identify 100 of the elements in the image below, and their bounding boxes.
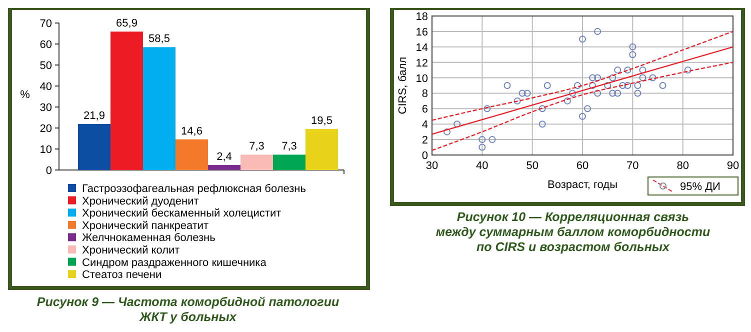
bar — [240, 154, 273, 170]
y-tick-label: 40 — [40, 81, 52, 93]
text: между суммарным баллом коморбидности — [436, 225, 710, 239]
bar — [273, 154, 306, 170]
y-tick-label: 0 — [46, 165, 52, 177]
text: ЖКТ у больных — [138, 310, 238, 324]
point — [594, 90, 602, 97]
legend-label: Гастроэзофагеальная рефлюксная болезнь — [82, 183, 306, 195]
data-label: 7,3 — [249, 140, 264, 153]
y-tick-label: 18 — [416, 11, 428, 23]
point — [634, 90, 642, 97]
y-tick-label: 12 — [416, 57, 428, 70]
bar — [208, 164, 240, 170]
y-tick-label: 10 — [416, 72, 428, 85]
point — [444, 128, 451, 136]
point — [589, 74, 596, 82]
x-tick-label: 40 — [476, 160, 488, 172]
data-label: 65,9 — [116, 18, 138, 30]
point — [524, 90, 531, 97]
x-tick-label: 70 — [626, 160, 639, 172]
point — [639, 74, 646, 82]
data-label: 14,6 — [181, 125, 202, 138]
bar — [176, 139, 208, 170]
data-label: 19,5 — [311, 115, 332, 128]
point — [609, 74, 616, 82]
point — [478, 144, 486, 151]
point — [614, 90, 622, 97]
point — [594, 28, 602, 35]
point — [564, 97, 571, 104]
point — [604, 82, 612, 89]
y-tick-label: 20 — [40, 123, 52, 135]
legend-label: Желчнокаменная болезнь — [82, 232, 216, 244]
x-tick-label: 80 — [676, 160, 689, 172]
point — [514, 97, 521, 104]
data-label: 58,5 — [148, 33, 170, 46]
line-series — [431, 62, 734, 151]
point — [484, 105, 491, 112]
point — [624, 82, 632, 89]
bar — [306, 129, 338, 170]
point — [684, 66, 692, 74]
point — [574, 82, 581, 89]
point — [478, 136, 486, 144]
point — [609, 90, 616, 97]
x-tick-label: 60 — [576, 160, 589, 172]
point — [584, 105, 592, 112]
legend-label: Хронический дуоденит — [82, 195, 199, 208]
y-axis-title: % — [20, 89, 30, 101]
x-tick-label: 90 — [726, 160, 740, 172]
point — [589, 82, 596, 89]
bar — [143, 47, 176, 170]
data-label: 21,9 — [84, 110, 105, 122]
bar — [110, 32, 143, 170]
point — [504, 82, 511, 89]
y-tick-label: 6 — [422, 104, 428, 116]
point — [639, 66, 646, 74]
y-tick-label: 50 — [40, 60, 52, 72]
point — [538, 120, 546, 128]
point — [629, 51, 636, 58]
point — [454, 120, 461, 128]
y-axis-title: CIRS, балл — [397, 56, 409, 114]
y-tick-label: 4 — [422, 119, 428, 132]
text: Рисунок 9 — Частота коморбидной патологии — [36, 295, 340, 309]
point — [594, 74, 602, 82]
y-tick-label: 30 — [40, 102, 52, 114]
legend-label: Хронический колит — [82, 244, 180, 256]
y-tick-label: 14 — [416, 42, 428, 54]
line-series — [431, 30, 734, 121]
text: по CIRS и возрастом больных — [476, 240, 671, 254]
data-label: 2,4 — [216, 150, 232, 163]
point — [619, 82, 626, 89]
legend-label: 95% ДИ — [680, 181, 720, 193]
y-tick-label: 0 — [422, 150, 428, 162]
legend-label: Синдром раздраженного кишечника — [82, 256, 268, 269]
x-axis-title: Возраст, годы — [547, 179, 618, 191]
point — [634, 82, 642, 89]
legend-label: Стеатоз печени — [82, 269, 162, 282]
point — [579, 112, 586, 120]
y-tick-label: 2 — [422, 134, 428, 147]
point — [488, 136, 496, 144]
y-tick-label: 16 — [416, 26, 428, 38]
point — [659, 82, 666, 89]
point — [579, 36, 586, 43]
point — [568, 90, 576, 97]
data-label: 7,3 — [282, 140, 297, 153]
y-tick-label: 70 — [40, 18, 52, 30]
point — [649, 74, 656, 82]
text: Рисунок 10 — Корреляционная связь — [456, 210, 690, 224]
point — [538, 105, 546, 112]
point — [624, 66, 632, 74]
x-tick-label: 50 — [526, 160, 538, 172]
point — [629, 43, 636, 50]
point — [544, 82, 551, 89]
y-tick-label: 8 — [422, 88, 428, 100]
legend-label: Хронический бескаменный холецистит — [82, 208, 282, 220]
point — [518, 90, 526, 97]
legend-label: Хронический панкреатит — [82, 220, 209, 232]
point — [614, 66, 622, 74]
y-tick-label: 60 — [40, 39, 52, 51]
bar — [78, 124, 110, 170]
y-tick-label: 10 — [40, 144, 52, 156]
